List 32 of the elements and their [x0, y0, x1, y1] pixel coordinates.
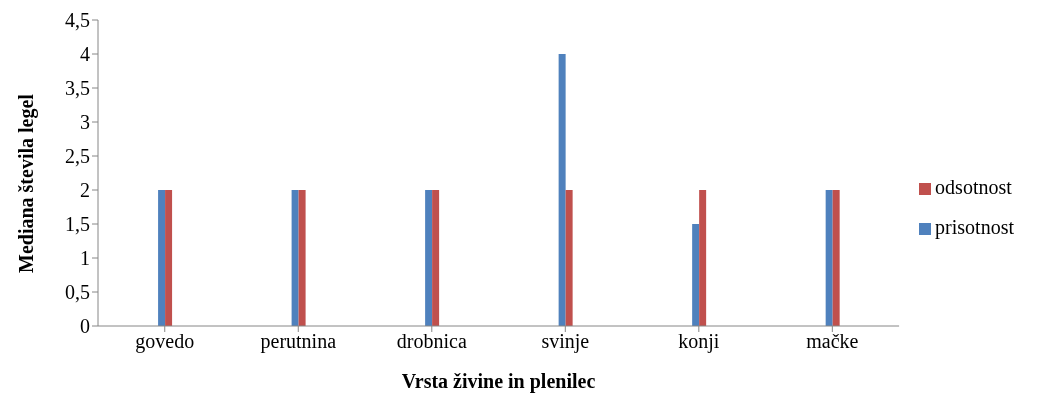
bar: [432, 190, 440, 326]
bar: [825, 190, 833, 326]
legend-label: prisotnost: [935, 216, 1014, 238]
y-tick-label: 3,5: [65, 77, 90, 100]
x-tick-label: drobnica: [396, 330, 467, 353]
x-tick-label: perutnina: [260, 330, 337, 354]
bar: [298, 190, 306, 326]
y-tick-label: 3: [80, 111, 90, 134]
legend-label: odsotnost: [935, 176, 1012, 198]
y-tick-label: 2: [80, 179, 90, 202]
x-tick-label: govedo: [135, 330, 195, 354]
y-tick-label: 2,5: [65, 145, 90, 168]
bar: [565, 190, 573, 326]
bar: [425, 190, 433, 326]
y-tick-label: 4: [80, 43, 90, 66]
y-tick-label: 4,5: [65, 9, 90, 32]
bar: [158, 190, 166, 326]
y-tick-label: 1,5: [65, 213, 90, 236]
bar: [291, 190, 299, 326]
bar: [832, 190, 840, 326]
x-tick-label: mačke: [806, 330, 859, 353]
x-tick-label: konji: [678, 330, 720, 354]
x-tick-label: svinje: [541, 330, 590, 354]
y-axis-title: Mediana števila legel: [15, 93, 39, 273]
x-axis-title: Vrsta živine in plenilec: [401, 370, 596, 393]
y-tick-label: 0: [80, 315, 90, 338]
bar: [558, 54, 566, 326]
bar: [692, 224, 700, 326]
bar: [699, 190, 707, 326]
y-tick-label: 1: [80, 247, 90, 270]
y-tick-label: 0,5: [65, 281, 90, 304]
bar: [165, 190, 173, 326]
